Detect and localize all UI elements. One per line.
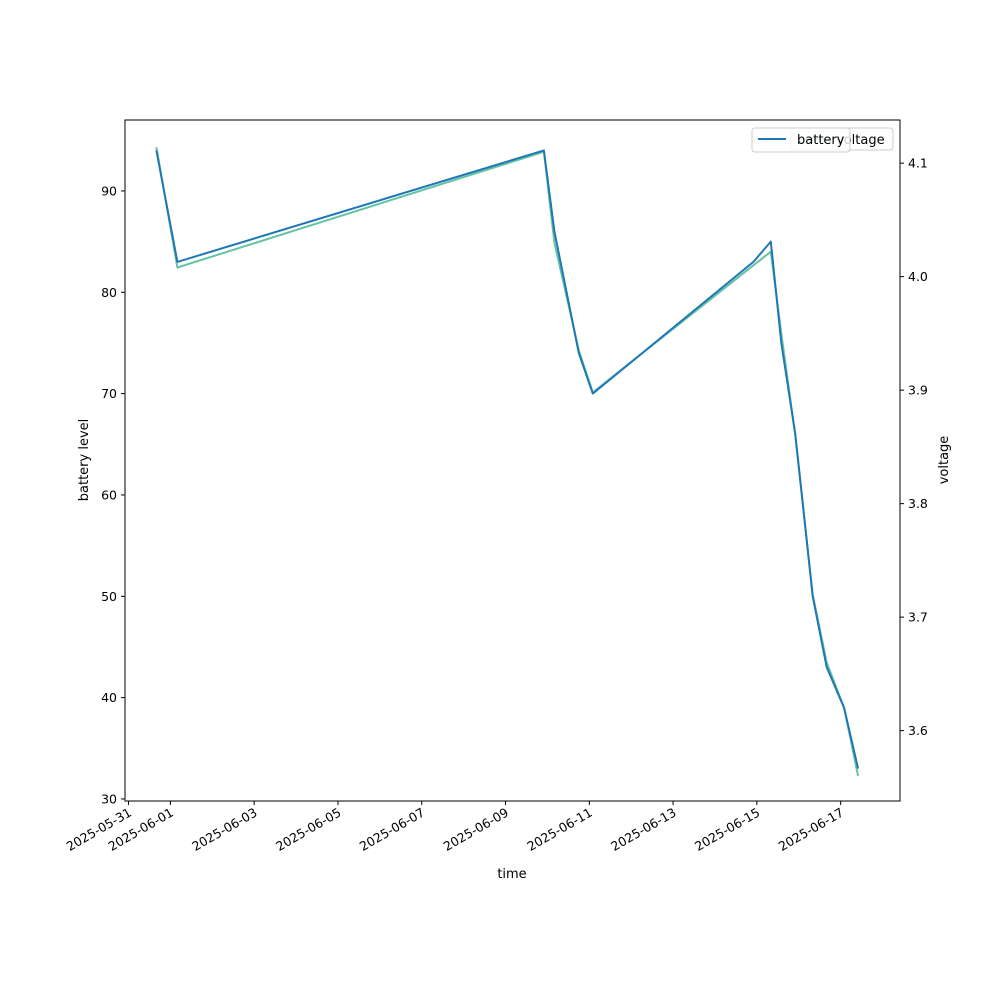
y-right-tick-label: 3.9 — [908, 383, 928, 398]
plot-area — [155, 147, 860, 777]
y-right-tick-label: 3.8 — [908, 496, 928, 511]
y-left-tick-label: 40 — [101, 690, 117, 705]
y-right-tick-label: 4.0 — [908, 269, 928, 284]
y-axis-right-title: voltage — [937, 436, 952, 485]
y-axis-left-title: battery level — [77, 419, 92, 502]
x-tick-label: 2025-06-05 — [273, 805, 343, 854]
y-left-tick-label: 80 — [101, 285, 117, 300]
legend-battery-label: battery — [797, 133, 845, 148]
y-left-tick-label: 50 — [101, 589, 117, 604]
y-left-tick-label: 70 — [101, 386, 117, 401]
x-tick-label: 2025-06-09 — [441, 805, 511, 854]
x-tick-label: 2025-06-17 — [776, 805, 846, 854]
y-left-tick-label: 60 — [101, 487, 117, 502]
x-axis-title: time — [497, 867, 526, 882]
plot-frame — [124, 119, 901, 802]
y-right-tick-label: 3.6 — [908, 723, 928, 738]
x-tick-label: 2025-06-03 — [189, 805, 259, 854]
x-tick-label: 2025-06-15 — [692, 805, 762, 854]
x-tick-label: 2025-06-07 — [357, 805, 427, 854]
x-tick-label: 2025-06-11 — [524, 805, 594, 854]
y-right-tick-label: 3.7 — [908, 610, 928, 625]
series-line-voltage — [155, 147, 860, 777]
series-line-battery — [155, 149, 860, 769]
legend-battery-frame — [751, 127, 851, 153]
y-left-tick-label: 90 — [101, 183, 117, 198]
y-right-tick-label: 4.1 — [908, 156, 928, 171]
legend-battery: battery — [751, 127, 851, 153]
y-left-tick-label: 30 — [101, 791, 117, 806]
x-tick-label: 2025-06-13 — [608, 805, 678, 854]
